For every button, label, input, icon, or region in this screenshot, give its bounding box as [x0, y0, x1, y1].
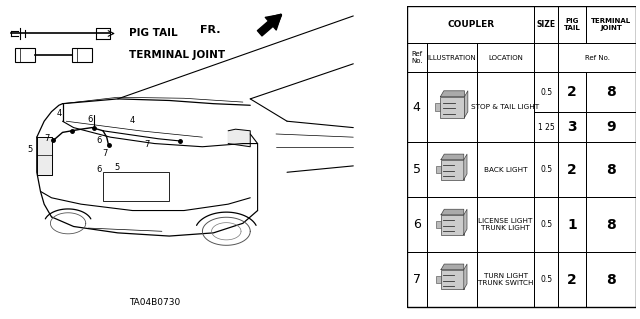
Text: PIG TAIL: PIG TAIL	[129, 28, 177, 39]
Text: BACK LIGHT: BACK LIGHT	[484, 167, 527, 173]
Text: 3: 3	[567, 120, 577, 134]
Bar	[15, 48, 35, 62]
Bar	[103, 172, 169, 201]
Text: 4: 4	[413, 100, 420, 114]
Polygon shape	[465, 91, 468, 118]
Polygon shape	[441, 209, 464, 215]
Text: SIZE: SIZE	[537, 20, 556, 29]
Text: 1 25: 1 25	[538, 122, 555, 131]
Bar	[436, 221, 441, 228]
Text: 6: 6	[413, 218, 420, 231]
Bar	[72, 48, 92, 62]
Text: 0.5: 0.5	[540, 275, 552, 284]
Text: COUPLER: COUPLER	[447, 20, 494, 29]
Text: FR.: FR.	[200, 25, 221, 35]
Bar	[440, 97, 465, 118]
Text: 1: 1	[567, 218, 577, 232]
Text: PIG
TAIL: PIG TAIL	[564, 18, 580, 31]
Text: 2: 2	[567, 163, 577, 177]
Text: TERMINAL
JOINT: TERMINAL JOINT	[591, 18, 631, 31]
Text: Ref No.: Ref No.	[585, 55, 610, 61]
Bar	[436, 276, 441, 283]
Text: 8: 8	[606, 218, 616, 232]
Text: 2: 2	[567, 272, 577, 286]
Text: 7: 7	[413, 273, 420, 286]
Text: 2: 2	[567, 85, 577, 99]
Text: STOP & TAIL LIGHT: STOP & TAIL LIGHT	[472, 104, 540, 110]
Text: 5: 5	[115, 163, 120, 172]
Text: 8: 8	[606, 85, 616, 99]
Bar	[435, 103, 440, 111]
Text: 4: 4	[130, 116, 135, 125]
Polygon shape	[440, 91, 465, 97]
Bar	[436, 166, 441, 173]
Text: 5: 5	[28, 145, 33, 154]
Bar	[441, 215, 464, 235]
Text: LOCATION: LOCATION	[488, 55, 523, 61]
Text: LICENSE LIGHT
TRUNK LIGHT: LICENSE LIGHT TRUNK LIGHT	[478, 218, 532, 232]
Text: 0.5: 0.5	[540, 88, 552, 97]
Text: TA04B0730: TA04B0730	[129, 298, 180, 307]
Text: 5: 5	[413, 163, 420, 176]
Text: 6: 6	[97, 165, 102, 174]
Polygon shape	[464, 264, 467, 289]
Polygon shape	[228, 129, 250, 147]
Text: 4: 4	[56, 109, 61, 118]
Polygon shape	[464, 154, 467, 180]
Text: TURN LIGHT
TRUNK SWITCH: TURN LIGHT TRUNK SWITCH	[478, 273, 533, 286]
Text: 9: 9	[606, 120, 616, 134]
Text: 7: 7	[145, 140, 150, 149]
Polygon shape	[37, 137, 52, 175]
Text: 8: 8	[606, 272, 616, 286]
Polygon shape	[96, 28, 110, 39]
Text: 8: 8	[606, 163, 616, 177]
Polygon shape	[441, 264, 464, 270]
Polygon shape	[464, 209, 467, 235]
Polygon shape	[441, 154, 464, 160]
Text: 6: 6	[96, 136, 101, 145]
FancyArrowPatch shape	[257, 15, 281, 36]
Text: 6: 6	[88, 115, 93, 124]
Bar	[441, 160, 464, 180]
Text: 7: 7	[102, 149, 108, 158]
Text: ILLUSTRATION: ILLUSTRATION	[428, 55, 476, 61]
Text: 0.5: 0.5	[540, 220, 552, 229]
Bar	[441, 270, 464, 289]
Text: 0.5: 0.5	[540, 165, 552, 174]
Text: TERMINAL JOINT: TERMINAL JOINT	[129, 50, 225, 60]
Text: 7: 7	[44, 134, 50, 143]
Text: Ref
No.: Ref No.	[411, 51, 422, 64]
